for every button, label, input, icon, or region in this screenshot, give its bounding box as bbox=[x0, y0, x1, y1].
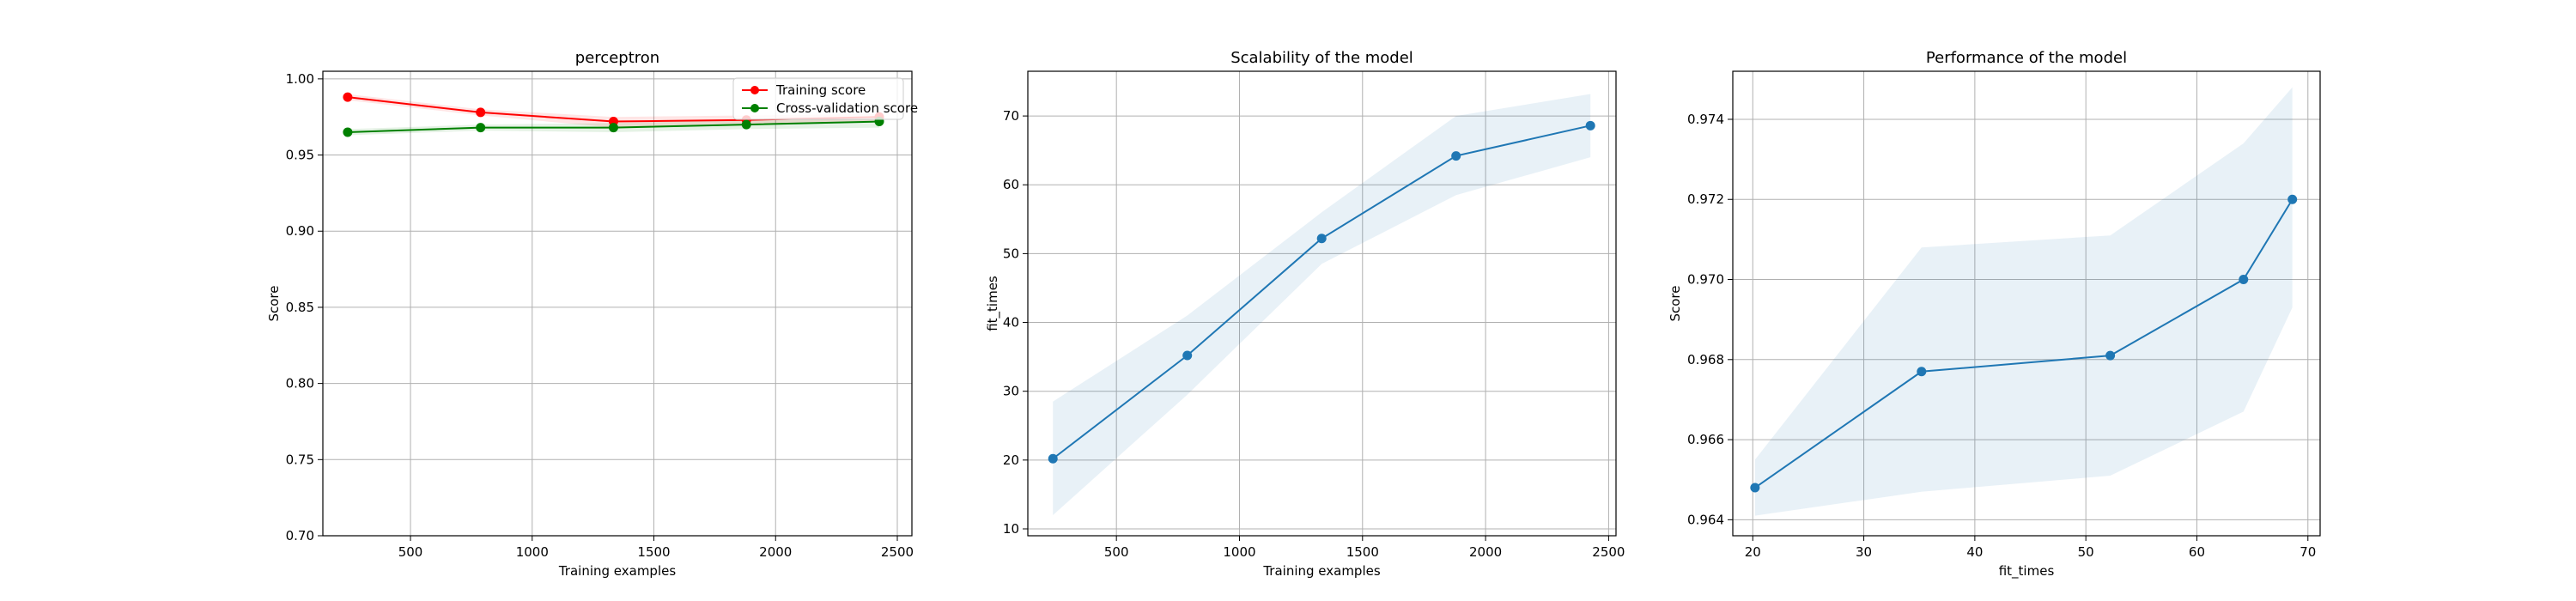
learning-curve-x-axis-label: Training examples bbox=[558, 563, 677, 579]
performance-point-0-1 bbox=[1917, 367, 1927, 377]
learning-curve-legend-label-1: Cross-validation score bbox=[776, 100, 918, 116]
scalability-x-tick-label-3: 2000 bbox=[1469, 544, 1502, 560]
performance-x-tick-label-5: 70 bbox=[2300, 544, 2316, 560]
learning-curve-axes-frame bbox=[322, 70, 913, 537]
learning-curve-point-0-1 bbox=[476, 107, 486, 118]
learning-curve-y-tick-label-6: 1.00 bbox=[286, 71, 314, 87]
scalability-x-tick-label-0: 500 bbox=[1104, 544, 1129, 560]
performance-x-tick-label-0: 20 bbox=[1745, 544, 1761, 560]
learning-curve-y-axis-label: Score bbox=[266, 285, 282, 321]
performance-x-tick-label-3: 50 bbox=[2078, 544, 2094, 560]
scalability-title: Scalability of the model bbox=[1230, 49, 1413, 67]
performance-x-tick-label-1: 30 bbox=[1856, 544, 1872, 560]
scalability-band-0 bbox=[1053, 94, 1591, 515]
learning-curve-x-tick-label-4: 2500 bbox=[881, 544, 914, 560]
performance-y-tick-label-1: 0.966 bbox=[1687, 432, 1724, 447]
performance-band-0 bbox=[1754, 87, 2293, 516]
scalability-y-tick-label-1: 20 bbox=[1003, 452, 1019, 468]
performance-y-tick-label-4: 0.972 bbox=[1687, 191, 1724, 207]
learning-curve-y-tick-label-2: 0.80 bbox=[286, 376, 314, 392]
learning-curve-y-tick-label-4: 0.90 bbox=[286, 223, 314, 239]
scalability-x-tick-label-4: 2500 bbox=[1592, 544, 1625, 560]
learning-curve-point-1-3 bbox=[741, 119, 751, 130]
learning-curve-legend-label-0: Training score bbox=[775, 82, 866, 98]
scalability-y-tick-label-5: 60 bbox=[1003, 177, 1019, 192]
learning-curve-legend-marker-0 bbox=[750, 86, 759, 94]
scalability-panel: 500 1000 1500 2000 2500 10 20 30 40 50 60 70 Scalabi… bbox=[985, 49, 1625, 579]
learning-curve-point-0-0 bbox=[343, 92, 353, 102]
scalability-y-tick-label-2: 30 bbox=[1003, 384, 1019, 399]
learning-curve-point-1-0 bbox=[343, 127, 353, 137]
learning-curve-y-tick-label-0: 0.70 bbox=[286, 528, 314, 543]
learning-curve-x-tick-label-3: 2000 bbox=[759, 544, 792, 560]
learning-curve-legend: Training score Cross-validation score bbox=[732, 77, 918, 120]
performance-point-0-3 bbox=[2239, 275, 2249, 285]
scalability-y-tick-label-3: 40 bbox=[1003, 315, 1019, 331]
performance-axes-frame bbox=[1732, 70, 2321, 537]
scalability-point-0-4 bbox=[1585, 120, 1595, 131]
scalability-x-tick-label-1: 1000 bbox=[1223, 544, 1255, 560]
learning-curve-legend-box bbox=[732, 77, 904, 120]
performance-x-tick-label-2: 40 bbox=[1966, 544, 1983, 560]
learning-curve-legend-marker-1 bbox=[750, 104, 759, 112]
performance-panel: 20 30 40 50 60 70 0.964 0.966 0.968 0.970 0.972 0.9… bbox=[1668, 49, 2321, 580]
learning-curve-x-tick-label-0: 500 bbox=[398, 544, 423, 560]
learning-curve-y-tick-label-5: 0.95 bbox=[286, 148, 314, 163]
scalability-y-axis-label: fit_times bbox=[985, 276, 1001, 331]
performance-y-axis-label: Score bbox=[1668, 285, 1683, 321]
learning-curve-x-tick-label-2: 1500 bbox=[637, 544, 670, 560]
performance-y-tick-label-3: 0.970 bbox=[1687, 272, 1724, 288]
learning-curve-point-1-2 bbox=[608, 123, 618, 133]
scalability-point-0-0 bbox=[1048, 453, 1058, 464]
performance-point-0-4 bbox=[2287, 194, 2298, 204]
scalability-y-tick-label-4: 50 bbox=[1003, 246, 1019, 261]
learning-curve-y-tick-label-1: 0.75 bbox=[286, 452, 314, 467]
performance-title: Performance of the model bbox=[1926, 49, 2127, 67]
performance-point-0-2 bbox=[2105, 350, 2116, 361]
scalability-point-0-2 bbox=[1316, 234, 1327, 244]
performance-y-tick-label-0: 0.964 bbox=[1687, 512, 1724, 527]
performance-y-tick-label-5: 0.974 bbox=[1687, 112, 1724, 127]
scalability-y-tick-label-0: 10 bbox=[1003, 521, 1019, 537]
performance-y-tick-label-2: 0.968 bbox=[1687, 352, 1724, 367]
scalability-x-tick-label-2: 1500 bbox=[1346, 544, 1379, 560]
learning-curve-title: perceptron bbox=[575, 49, 659, 67]
performance-x-tick-label-4: 60 bbox=[2189, 544, 2205, 560]
learning-curve-y-tick-label-3: 0.85 bbox=[286, 300, 314, 315]
scalability-point-0-3 bbox=[1451, 151, 1461, 161]
learning-curve-point-1-1 bbox=[476, 123, 486, 133]
learning-curve-panel: 500 1000 1500 2000 2500 0.70 0.75 0.80 0.85 0.90 0… bbox=[266, 49, 918, 579]
scalability-point-0-1 bbox=[1182, 350, 1193, 361]
performance-x-axis-label: fit_times bbox=[1999, 563, 2055, 580]
performance-point-0-0 bbox=[1750, 483, 1760, 493]
scalability-y-tick-label-6: 70 bbox=[1003, 108, 1019, 124]
scalability-axes-frame bbox=[1027, 70, 1617, 537]
learning-curve-x-tick-label-1: 1000 bbox=[516, 544, 549, 560]
scalability-x-axis-label: Training examples bbox=[1262, 563, 1381, 579]
